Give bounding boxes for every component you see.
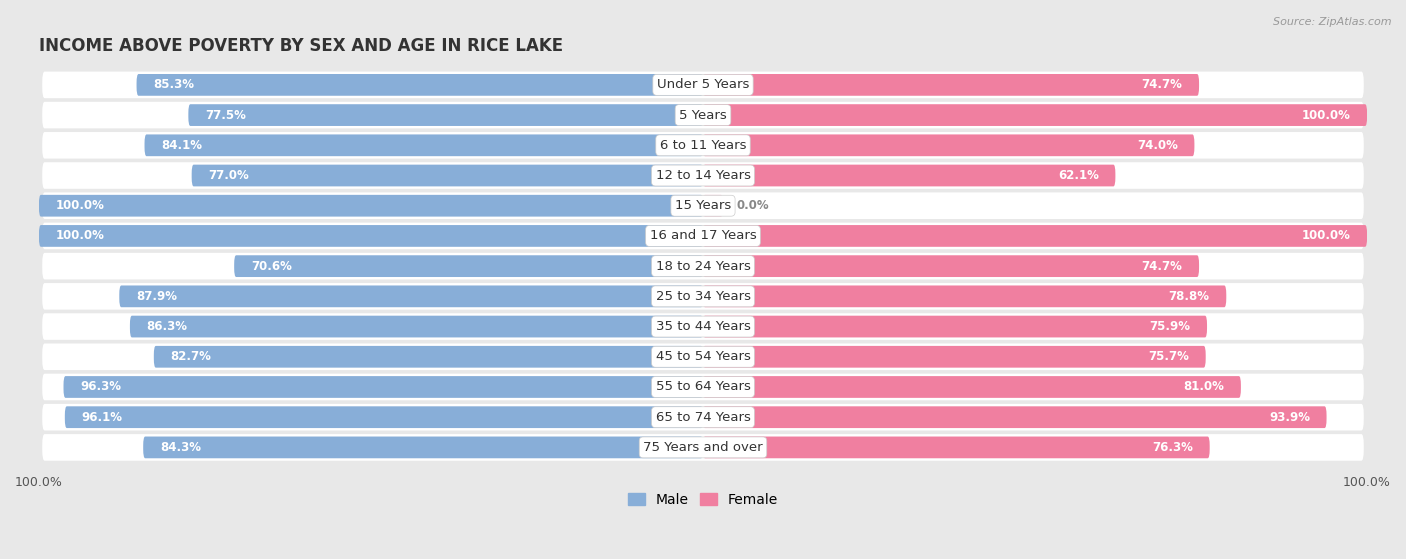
- Text: 12 to 14 Years: 12 to 14 Years: [655, 169, 751, 182]
- FancyBboxPatch shape: [703, 74, 1199, 96]
- FancyBboxPatch shape: [703, 346, 1206, 368]
- Text: 16 and 17 Years: 16 and 17 Years: [650, 229, 756, 243]
- FancyBboxPatch shape: [65, 406, 703, 428]
- FancyBboxPatch shape: [63, 376, 703, 398]
- Text: Source: ZipAtlas.com: Source: ZipAtlas.com: [1274, 17, 1392, 27]
- FancyBboxPatch shape: [42, 343, 1364, 370]
- Text: 84.1%: 84.1%: [162, 139, 202, 152]
- FancyBboxPatch shape: [42, 253, 1364, 280]
- Text: 75 Years and over: 75 Years and over: [643, 441, 763, 454]
- FancyBboxPatch shape: [191, 165, 703, 186]
- FancyBboxPatch shape: [703, 104, 1367, 126]
- FancyBboxPatch shape: [42, 192, 1364, 219]
- FancyBboxPatch shape: [703, 316, 1206, 338]
- Text: 45 to 54 Years: 45 to 54 Years: [655, 350, 751, 363]
- Text: 93.9%: 93.9%: [1270, 411, 1310, 424]
- FancyBboxPatch shape: [120, 286, 703, 307]
- Text: 15 Years: 15 Years: [675, 199, 731, 212]
- FancyBboxPatch shape: [143, 437, 703, 458]
- FancyBboxPatch shape: [703, 195, 723, 216]
- FancyBboxPatch shape: [39, 225, 703, 247]
- Text: 96.1%: 96.1%: [82, 411, 122, 424]
- Text: INCOME ABOVE POVERTY BY SEX AND AGE IN RICE LAKE: INCOME ABOVE POVERTY BY SEX AND AGE IN R…: [39, 37, 562, 55]
- FancyBboxPatch shape: [136, 74, 703, 96]
- Text: 74.0%: 74.0%: [1137, 139, 1178, 152]
- Text: 6 to 11 Years: 6 to 11 Years: [659, 139, 747, 152]
- Text: 82.7%: 82.7%: [170, 350, 211, 363]
- FancyBboxPatch shape: [145, 134, 703, 156]
- Text: 76.3%: 76.3%: [1152, 441, 1194, 454]
- Text: Under 5 Years: Under 5 Years: [657, 78, 749, 91]
- FancyBboxPatch shape: [235, 255, 703, 277]
- Text: 87.9%: 87.9%: [136, 290, 177, 303]
- FancyBboxPatch shape: [703, 255, 1199, 277]
- FancyBboxPatch shape: [42, 313, 1364, 340]
- FancyBboxPatch shape: [42, 72, 1364, 98]
- Text: 25 to 34 Years: 25 to 34 Years: [655, 290, 751, 303]
- FancyBboxPatch shape: [39, 195, 703, 216]
- Text: 100.0%: 100.0%: [1302, 108, 1350, 122]
- Text: 5 Years: 5 Years: [679, 108, 727, 122]
- Text: 65 to 74 Years: 65 to 74 Years: [655, 411, 751, 424]
- Text: 0.0%: 0.0%: [737, 199, 769, 212]
- Text: 55 to 64 Years: 55 to 64 Years: [655, 381, 751, 394]
- Text: 77.5%: 77.5%: [205, 108, 246, 122]
- Text: 84.3%: 84.3%: [160, 441, 201, 454]
- FancyBboxPatch shape: [703, 134, 1195, 156]
- FancyBboxPatch shape: [703, 225, 1367, 247]
- FancyBboxPatch shape: [42, 222, 1364, 249]
- FancyBboxPatch shape: [703, 406, 1326, 428]
- Text: 75.7%: 75.7%: [1149, 350, 1189, 363]
- FancyBboxPatch shape: [188, 104, 703, 126]
- Text: 100.0%: 100.0%: [56, 199, 104, 212]
- FancyBboxPatch shape: [42, 283, 1364, 310]
- Text: 74.7%: 74.7%: [1142, 259, 1182, 273]
- Text: 75.9%: 75.9%: [1150, 320, 1191, 333]
- Text: 81.0%: 81.0%: [1184, 381, 1225, 394]
- Text: 85.3%: 85.3%: [153, 78, 194, 91]
- Text: 77.0%: 77.0%: [208, 169, 249, 182]
- FancyBboxPatch shape: [153, 346, 703, 368]
- Text: 96.3%: 96.3%: [80, 381, 121, 394]
- Legend: Male, Female: Male, Female: [623, 487, 783, 513]
- Text: 100.0%: 100.0%: [56, 229, 104, 243]
- Text: 78.8%: 78.8%: [1168, 290, 1209, 303]
- Text: 70.6%: 70.6%: [250, 259, 291, 273]
- FancyBboxPatch shape: [42, 162, 1364, 189]
- FancyBboxPatch shape: [129, 316, 703, 338]
- FancyBboxPatch shape: [703, 286, 1226, 307]
- FancyBboxPatch shape: [42, 102, 1364, 129]
- Text: 74.7%: 74.7%: [1142, 78, 1182, 91]
- FancyBboxPatch shape: [703, 437, 1209, 458]
- FancyBboxPatch shape: [42, 434, 1364, 461]
- Text: 62.1%: 62.1%: [1057, 169, 1098, 182]
- Text: 86.3%: 86.3%: [146, 320, 187, 333]
- FancyBboxPatch shape: [703, 376, 1241, 398]
- FancyBboxPatch shape: [42, 132, 1364, 159]
- FancyBboxPatch shape: [42, 404, 1364, 430]
- FancyBboxPatch shape: [42, 373, 1364, 400]
- Text: 18 to 24 Years: 18 to 24 Years: [655, 259, 751, 273]
- Text: 35 to 44 Years: 35 to 44 Years: [655, 320, 751, 333]
- FancyBboxPatch shape: [703, 165, 1115, 186]
- Text: 100.0%: 100.0%: [1302, 229, 1350, 243]
